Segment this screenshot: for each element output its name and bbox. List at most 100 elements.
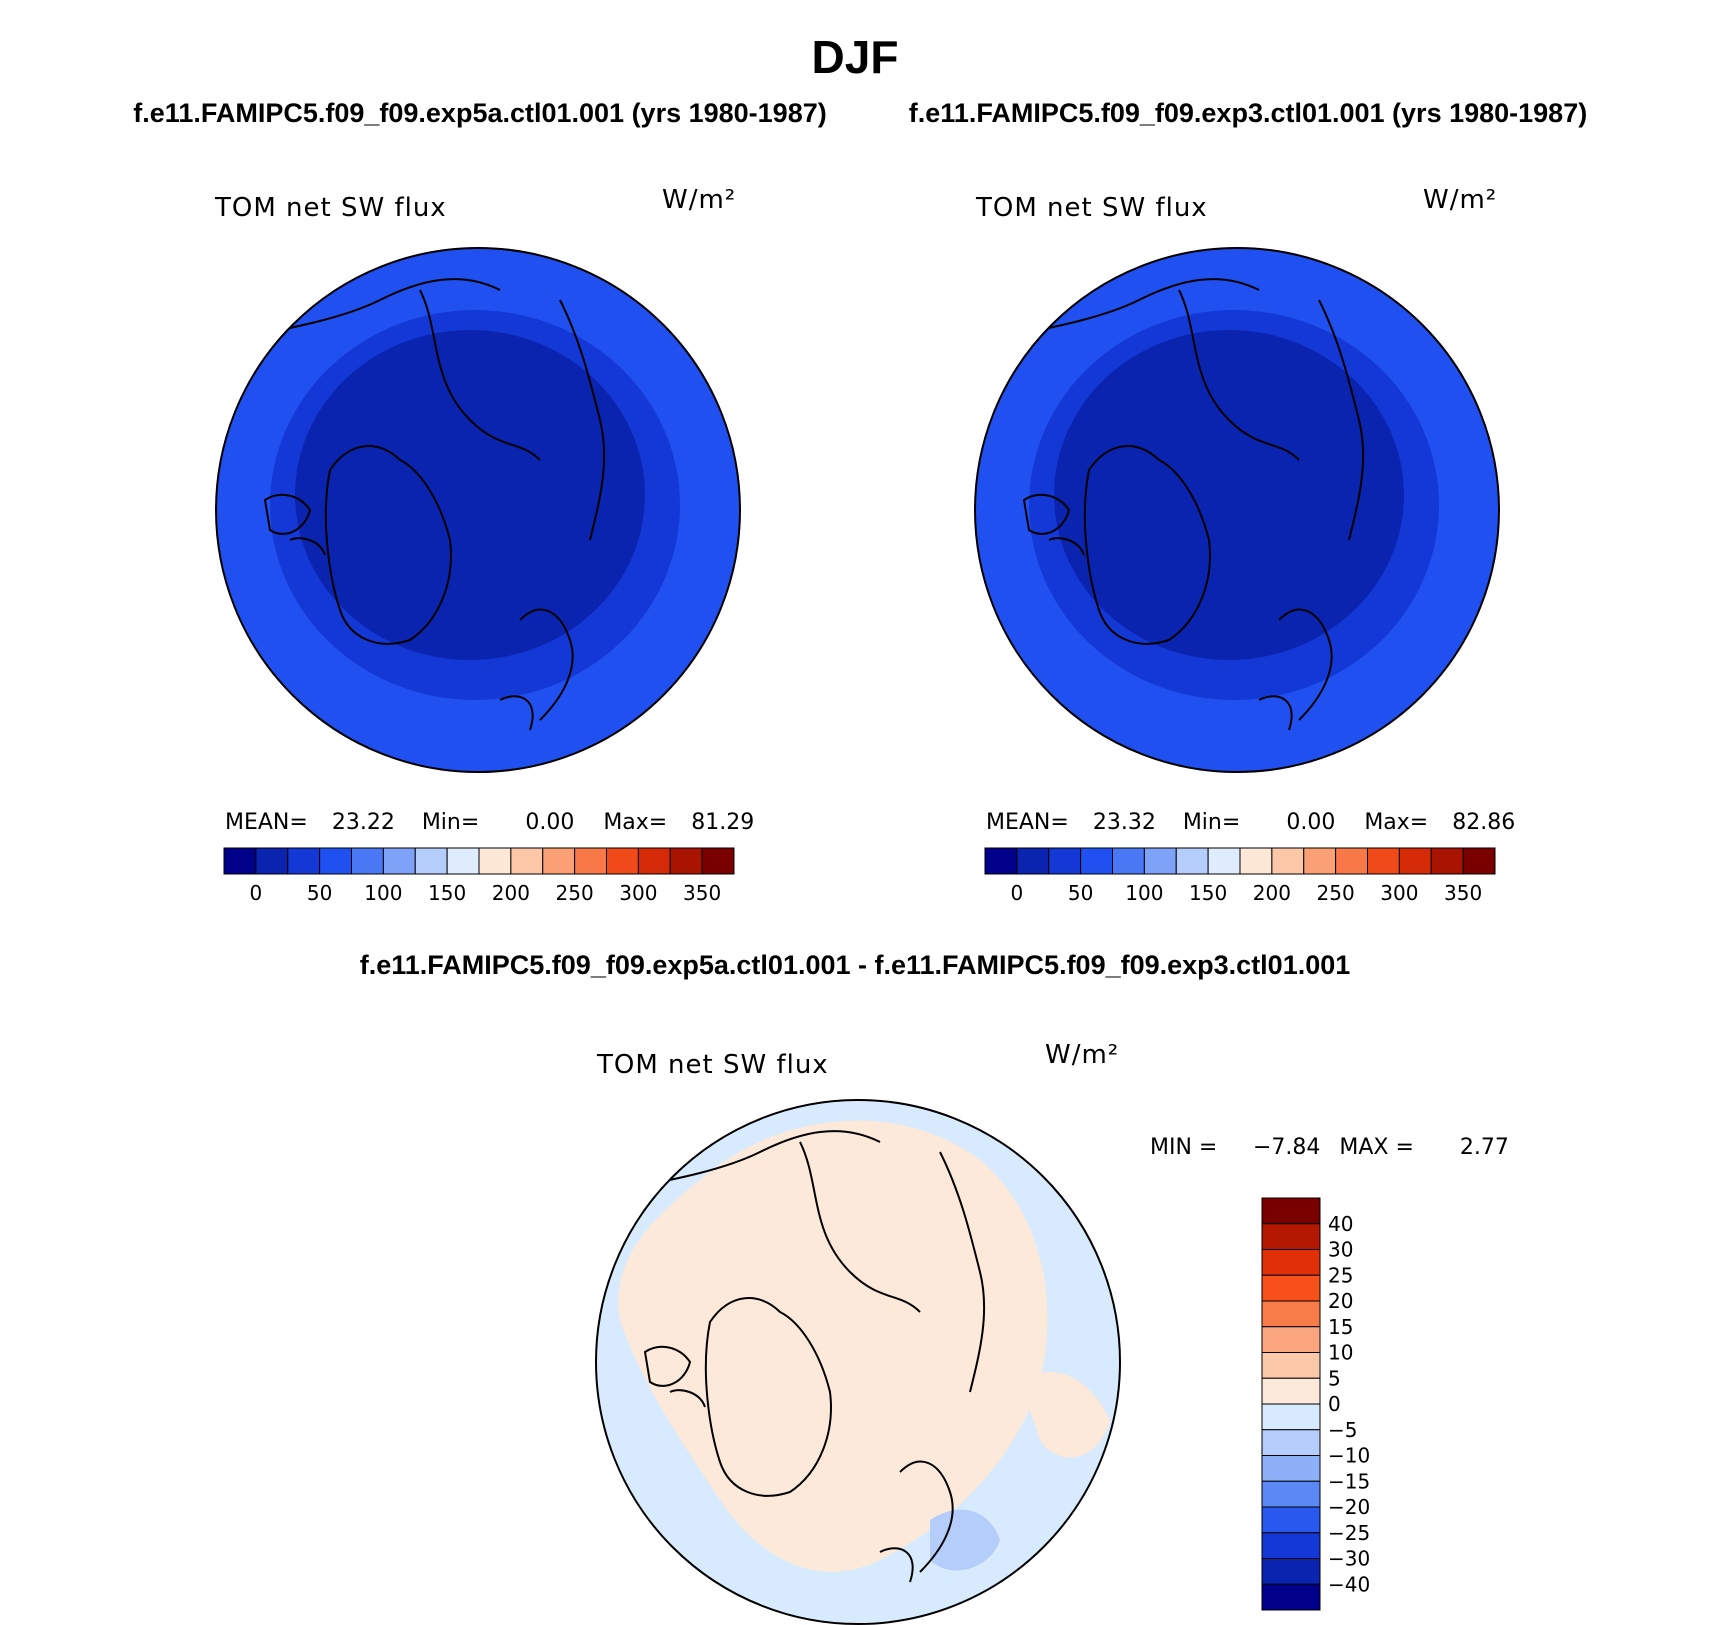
colorbar-swatch: [1261, 1300, 1321, 1328]
max-value: 2.77: [1459, 1135, 1509, 1160]
max-label: Max=: [603, 810, 668, 835]
colorbar-swatch: [1261, 1223, 1321, 1250]
colorbar-swatch: [510, 847, 544, 875]
arctic-islands-coastline: [643, 1345, 706, 1408]
colorbar-swatch: [984, 847, 1018, 875]
diff-variable-label: TOM net SW flux: [597, 1050, 829, 1080]
colorbar-swatch: [1335, 847, 1368, 875]
europe-coastline: [879, 1460, 954, 1583]
min-value: 0.00: [525, 810, 575, 835]
europe-coastline: [499, 608, 574, 731]
colorbar-swatch: [446, 847, 480, 875]
mean-label: MEAN=: [986, 810, 1069, 835]
colorbar-swatch: [1261, 1249, 1321, 1276]
colorbar-swatch: [1261, 1480, 1321, 1508]
arctic-islands-coastline: [263, 493, 326, 556]
mean-value: 23.22: [331, 810, 395, 835]
max-label: MAX =: [1339, 1135, 1414, 1160]
colorbar-swatch: [478, 847, 512, 875]
colorbar-tick-label: 150: [428, 881, 466, 905]
colorbar-swatch: [1261, 1326, 1321, 1353]
panel-1-stats: MEAN= 23.22 Min= 0.00 Max= 81.29: [225, 810, 754, 835]
panel-2-map-border: [974, 247, 1500, 773]
colorbar-swatch: [1048, 847, 1082, 875]
colorbar-tick-label: 5: [1328, 1366, 1341, 1390]
panel-2-run-title: f.e11.FAMIPC5.f09_f09.exp3.ctl01.001 (yr…: [908, 98, 1588, 128]
max-label: Max=: [1364, 810, 1429, 835]
diff-positive-region: [1020, 1372, 1110, 1458]
colorbar-tick-label: 100: [364, 881, 402, 905]
colorbar-swatch: [382, 847, 416, 875]
max-value: 81.29: [691, 810, 755, 835]
colorbar-swatch: [1367, 847, 1400, 875]
panel-1-units-label: W/m²: [662, 185, 737, 215]
panel-1-run-title: f.e11.FAMIPC5.f09_f09.exp5a.ctl01.001 (y…: [133, 98, 827, 128]
colorbar-tick-label: 300: [619, 881, 657, 905]
colorbar-tick-label: 15: [1328, 1315, 1353, 1339]
min-label: Min=: [1182, 810, 1241, 835]
colorbar-swatch: [1080, 847, 1113, 875]
mean-value: 23.32: [1092, 810, 1156, 835]
colorbar-swatch: [1016, 847, 1050, 875]
colorbar-tick-label: 100: [1125, 881, 1163, 905]
colorbar-tick-label: 200: [1253, 881, 1291, 905]
panel-1-map-border: [215, 247, 741, 773]
colorbar-swatch: [574, 847, 607, 875]
colorbar-swatch: [1261, 1197, 1321, 1225]
min-value: 0.00: [1286, 810, 1336, 835]
panel-2-variable-label: TOM net SW flux: [976, 193, 1208, 223]
colorbar-swatch: [319, 847, 352, 875]
max-value: 82.86: [1452, 810, 1516, 835]
colorbar-swatch: [1143, 847, 1177, 875]
colorbar-swatch: [1303, 847, 1337, 875]
colorbar-tick-label: 25: [1328, 1263, 1353, 1287]
colorbar-tick-label: 0: [250, 881, 263, 905]
arctic-islands-coastline: [1022, 493, 1085, 556]
greenland-coastline: [704, 1297, 832, 1497]
colorbar-swatch: [1112, 847, 1145, 875]
colorbar-swatch: [414, 847, 448, 875]
colorbar-swatch: [1261, 1429, 1321, 1456]
colorbar-swatch: [1462, 847, 1496, 875]
colorbar-swatch: [1261, 1455, 1321, 1482]
colorbar-tick-label: 200: [492, 881, 530, 905]
colorbar-swatch: [1261, 1532, 1321, 1559]
panel-2-colorbar: 0 50 100 150 200 250 300 350: [984, 847, 1496, 905]
colorbar-swatch: [1271, 847, 1305, 875]
colorbar-tick-label: 20: [1328, 1289, 1353, 1313]
colorbar-tick-label: 50: [1068, 881, 1093, 905]
colorbar-swatch: [1430, 847, 1464, 875]
colorbar-tick-label: 30: [1328, 1238, 1353, 1262]
colorbar-swatch: [1398, 847, 1432, 875]
colorbar-tick-label: 350: [1444, 881, 1482, 905]
colorbar-tick-label: 150: [1189, 881, 1227, 905]
colorbar-tick-label: −10: [1328, 1444, 1370, 1468]
colorbar-swatch: [223, 847, 257, 875]
min-value: −7.84: [1252, 1135, 1321, 1160]
asia-coastline: [1318, 299, 1365, 541]
colorbar-swatch: [1261, 1274, 1321, 1302]
colorbar-tick-label: 0: [1328, 1392, 1341, 1416]
colorbar-tick-label: −30: [1328, 1547, 1370, 1571]
colorbar-tick-label: −40: [1328, 1572, 1370, 1596]
colorbar-tick-label: 40: [1328, 1212, 1353, 1236]
difference-title: f.e11.FAMIPC5.f09_f09.exp5a.ctl01.001 - …: [359, 950, 1351, 980]
colorbar-tick-label: 250: [1317, 881, 1355, 905]
colorbar-tick-label: −5: [1328, 1418, 1357, 1442]
sw-flux-inner-band: [1054, 330, 1404, 660]
colorbar-tick-label: −15: [1328, 1469, 1370, 1493]
panel-2-stats: MEAN= 23.32 Min= 0.00 Max= 82.86: [986, 810, 1515, 835]
colorbar-swatch: [1261, 1377, 1321, 1405]
mean-label: MEAN=: [225, 810, 308, 835]
greenland-coastline: [324, 445, 452, 645]
colorbar-tick-label: −20: [1328, 1495, 1370, 1519]
colorbar-swatch: [1261, 1583, 1321, 1611]
panel-1-variable-label: TOM net SW flux: [215, 193, 447, 223]
diff-negative-region: [930, 1509, 1000, 1571]
colorbar-swatch: [1261, 1506, 1321, 1534]
asia-coastline: [939, 1151, 986, 1393]
colorbar-swatch: [1175, 847, 1209, 875]
min-label: Min=: [421, 810, 480, 835]
